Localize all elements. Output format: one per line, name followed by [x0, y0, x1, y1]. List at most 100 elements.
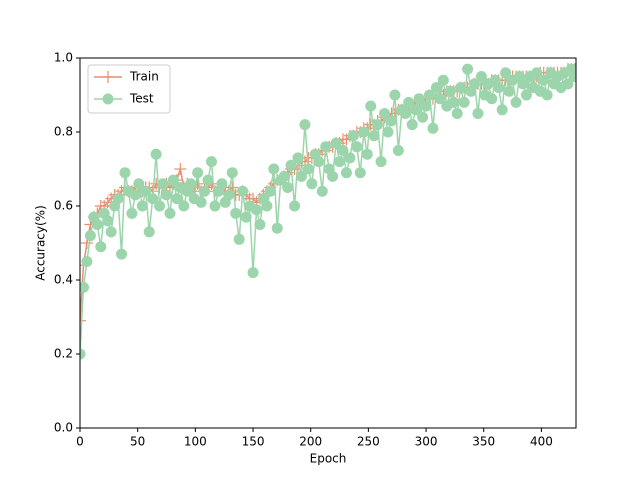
point [385, 115, 397, 127]
point [226, 167, 238, 179]
x-tick-label: 50 [130, 435, 145, 449]
point [486, 93, 498, 105]
legend-marker [102, 71, 114, 83]
point [375, 156, 387, 168]
y-tick-label: 0.0 [54, 421, 73, 435]
point [430, 82, 442, 94]
point [261, 200, 273, 212]
x-tick-label: 200 [299, 435, 322, 449]
point [337, 145, 349, 156]
point [510, 96, 522, 108]
x-tick-label: 250 [357, 435, 380, 449]
point [500, 67, 512, 79]
point [316, 185, 328, 197]
point [199, 185, 211, 197]
point [119, 167, 131, 179]
point [344, 152, 356, 164]
point [420, 100, 432, 112]
point [354, 167, 366, 179]
point [264, 185, 276, 197]
point [424, 89, 436, 101]
point [292, 152, 304, 164]
point [468, 78, 480, 90]
point [503, 85, 515, 97]
point [80, 348, 86, 360]
point [205, 156, 217, 168]
point [327, 170, 339, 182]
point [330, 137, 342, 149]
point [475, 71, 487, 82]
point [150, 148, 162, 160]
point [372, 119, 384, 131]
x-tick-label: 100 [184, 435, 207, 449]
point [174, 163, 187, 175]
point [271, 222, 283, 234]
point [410, 104, 422, 116]
point [195, 196, 207, 208]
point [417, 111, 429, 123]
point [140, 185, 152, 197]
point [302, 163, 314, 175]
point [84, 230, 96, 242]
point [569, 71, 576, 82]
point [112, 193, 124, 205]
point [157, 178, 169, 190]
point [361, 148, 373, 160]
point [434, 93, 446, 105]
point [185, 178, 197, 190]
y-tick-label: 1.0 [54, 51, 73, 65]
point [334, 156, 346, 168]
point [247, 267, 259, 279]
point [399, 108, 411, 119]
point [295, 170, 307, 182]
point [531, 67, 543, 79]
point [427, 122, 439, 134]
point [285, 159, 297, 171]
point [379, 108, 391, 119]
point [167, 174, 179, 186]
point [448, 96, 460, 108]
point [382, 126, 394, 138]
point [282, 182, 294, 193]
y-tick-label: 0.2 [54, 347, 73, 361]
y-tick-label: 0.8 [54, 125, 73, 139]
point [209, 200, 221, 212]
point [126, 207, 138, 219]
point [392, 145, 404, 156]
point [164, 207, 176, 219]
point [136, 200, 148, 212]
point [351, 141, 363, 153]
point [143, 226, 155, 238]
point [268, 163, 280, 175]
point [223, 189, 235, 201]
point [154, 200, 166, 212]
x-tick-label: 400 [530, 435, 553, 449]
point [538, 74, 550, 86]
plot-frame [79, 57, 577, 429]
point [520, 89, 532, 101]
x-tick-label: 150 [242, 435, 265, 449]
point [147, 193, 159, 205]
point [129, 189, 141, 201]
point [358, 126, 370, 138]
point [462, 63, 474, 75]
point [451, 108, 463, 119]
point [216, 178, 228, 190]
point [95, 241, 107, 253]
point [80, 314, 86, 327]
point [230, 207, 242, 219]
point [313, 156, 325, 168]
x-tick-label: 350 [472, 435, 495, 449]
point [192, 167, 204, 179]
point [406, 119, 418, 131]
point [80, 281, 89, 293]
point [91, 219, 103, 230]
point [81, 256, 93, 267]
point [240, 211, 252, 223]
point [389, 89, 401, 101]
point [116, 248, 128, 260]
point [320, 141, 332, 153]
point [178, 200, 190, 212]
point [562, 78, 574, 90]
